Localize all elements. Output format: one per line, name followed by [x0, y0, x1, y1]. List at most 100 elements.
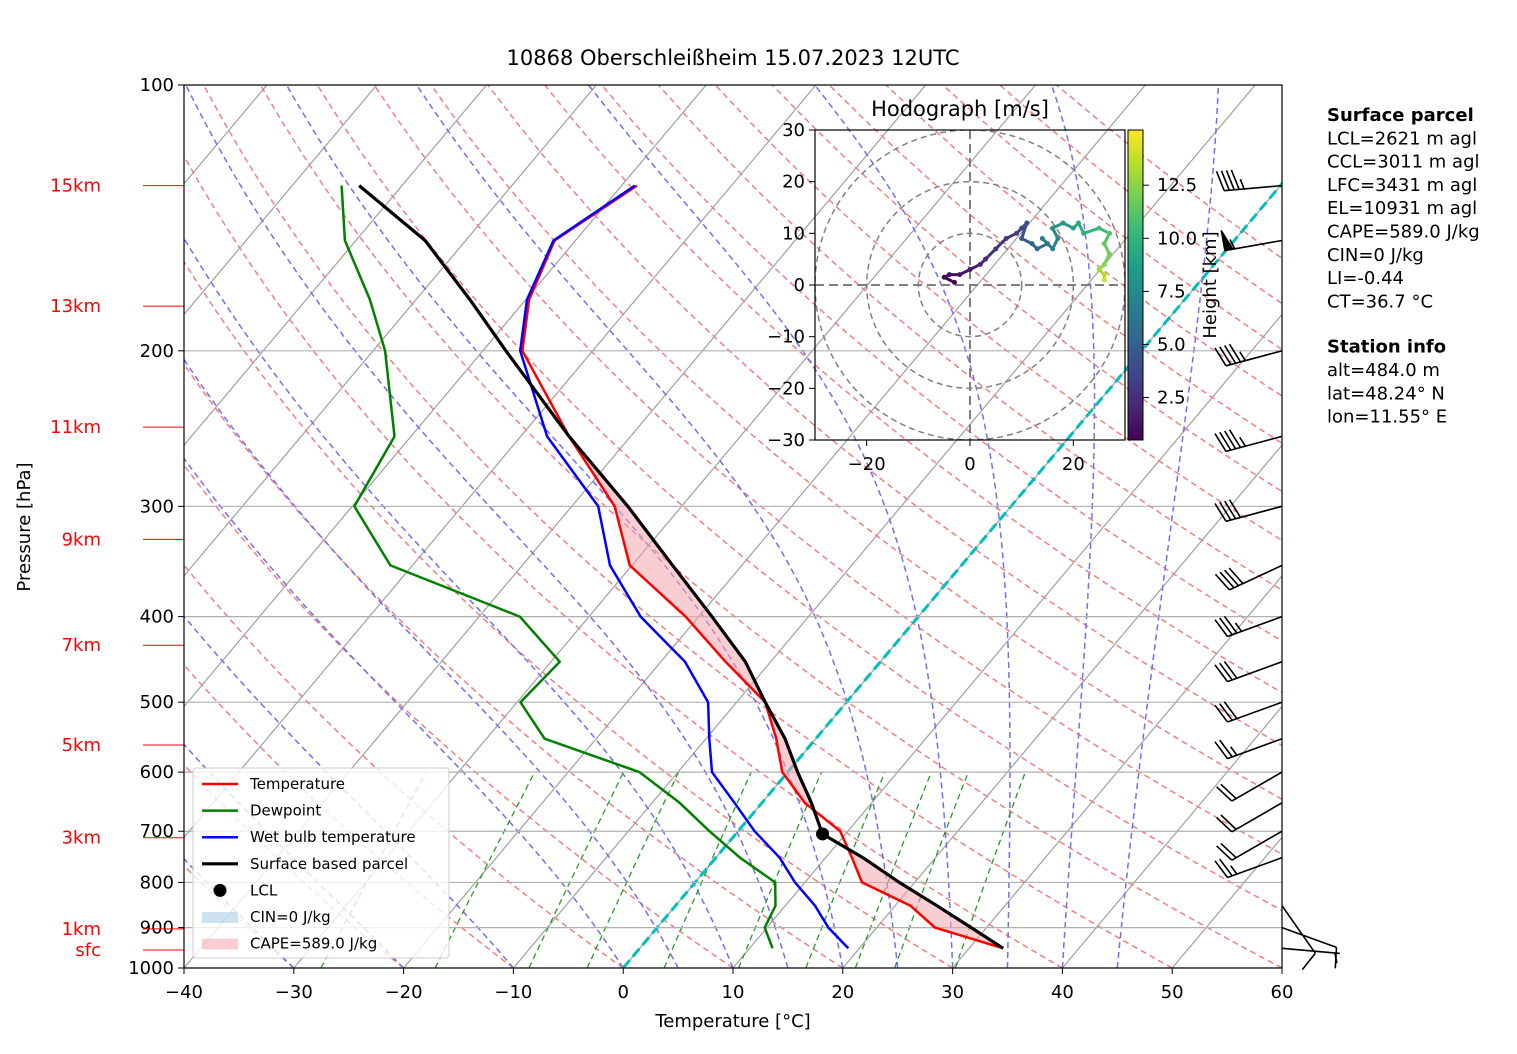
hodograph-point [1070, 225, 1076, 231]
hodograph-segment [1020, 222, 1029, 239]
wind-barb [1281, 947, 1340, 964]
dry-adiabat [184, 563, 624, 968]
hodograph-point [1096, 225, 1102, 231]
legend-label: Dewpoint [250, 802, 321, 820]
hodograph-point [1101, 241, 1107, 247]
wind-barb [1214, 737, 1283, 760]
hodograph-point [967, 267, 973, 272]
hodograph-point [977, 261, 983, 267]
dry-adiabat [202, 85, 1173, 968]
moist-adiabat [184, 236, 734, 968]
dry-adiabat [601, 85, 1282, 642]
x-tick-label: 50 [1161, 982, 1184, 1003]
legend-label: Wet bulb temperature [250, 828, 416, 846]
y-tick-label: 700 [140, 821, 174, 842]
hodograph-point [1081, 230, 1087, 236]
wind-barb [1281, 905, 1316, 971]
height-label: 15km [50, 176, 101, 197]
moist-adiabat [416, 85, 899, 968]
y-tick-label: 1000 [128, 958, 174, 979]
wind-barb [1214, 343, 1283, 367]
info-title: Surface parcel [1327, 105, 1474, 126]
info-line: lon=11.55° E [1327, 407, 1447, 428]
hodograph: Hodograph [m/s] −20 0 20 −30 −20 −10 0 10 20 30 2.5… [767, 97, 1221, 475]
x-axis-label: Temperature [°C] [654, 1011, 810, 1032]
colorbar-tick-label: 7.5 [1157, 281, 1186, 302]
legend-label: Surface based parcel [250, 855, 408, 873]
wind-barb [1214, 856, 1283, 879]
moist-adiabat [1116, 85, 1220, 968]
hodograph-point [1034, 246, 1040, 252]
dry-adiabat [373, 85, 1282, 856]
isotherm [184, 85, 597, 577]
profile-line [518, 184, 850, 950]
y-tick-label: 20 [782, 172, 805, 193]
hodograph-point [983, 256, 988, 262]
moist-adiabat [185, 85, 789, 968]
dry-adiabat [259, 85, 1282, 968]
profile-line [358, 184, 1005, 950]
legend-box [192, 767, 450, 959]
info-line: LCL=2621 m agl [1327, 128, 1477, 149]
legend-label: LCL [250, 881, 278, 899]
dry-adiabat [430, 85, 1282, 801]
dry-adiabat [184, 154, 1063, 968]
legend-label: CAPE=589.0 J/kg [250, 935, 377, 953]
hodograph-point [946, 272, 952, 278]
hodograph-point [1107, 230, 1112, 236]
height-label: 13km [50, 296, 101, 317]
legend-swatch [202, 912, 238, 923]
y-tick-label: −30 [767, 430, 805, 451]
y-tick-label: −20 [767, 378, 805, 399]
isotherm [732, 313, 1282, 968]
info-line: CT=36.7 °C [1327, 291, 1433, 312]
wind-barb [1214, 429, 1283, 453]
hodograph-point [1045, 241, 1050, 247]
wind-barb [1281, 926, 1338, 969]
y-tick-label: 900 [140, 918, 174, 939]
x-tick-label: −20 [848, 454, 886, 475]
wind-barb [1214, 701, 1283, 723]
hodograph-point [1107, 251, 1112, 257]
hodograph-point [1096, 267, 1102, 272]
x-tick-label: 20 [831, 982, 854, 1003]
colorbar-tick-label: 10.0 [1157, 228, 1197, 249]
y-tick-label: 500 [140, 692, 174, 713]
y-tick-label: 400 [140, 607, 174, 628]
y-tick-label: 800 [140, 872, 174, 893]
colorbar-label: Height [km] [1200, 231, 1221, 338]
info-line: EL=10931 m agl [1327, 198, 1477, 219]
dry-adiabat [184, 362, 844, 968]
lcl-point [816, 827, 830, 841]
x-tick-label: 0 [617, 982, 628, 1003]
profile-line [340, 185, 777, 949]
moist-adiabat [184, 615, 514, 968]
moist-adiabat [1050, 85, 1096, 968]
freezing-isotherm [622, 181, 1282, 968]
colorbar [1127, 129, 1144, 441]
legend-label: Temperature [249, 775, 345, 793]
dry-adiabat [487, 85, 1282, 747]
info-line: CAPE=589.0 J/kg [1327, 222, 1480, 243]
y-tick-label: 300 [140, 496, 174, 517]
x-tick-label: 20 [1062, 454, 1085, 475]
isotherm [184, 85, 378, 316]
hodograph-point [1060, 220, 1066, 226]
hodograph-point [1055, 236, 1061, 241]
moist-adiabat [814, 85, 1011, 968]
hodograph-point [1050, 246, 1056, 252]
hodograph-point [993, 246, 999, 252]
plot-frame [183, 84, 1283, 969]
isotherm [184, 85, 487, 447]
y-tick-label: 200 [140, 341, 174, 362]
x-tick-label: −10 [494, 982, 532, 1003]
hodograph-title: Hodograph [m/s] [871, 97, 1049, 121]
hodograph-point [1019, 236, 1025, 241]
mixing-ratio-line [434, 771, 536, 968]
wind-barb [1216, 830, 1283, 861]
x-tick-label: −40 [165, 982, 203, 1003]
hodograph-segment [1083, 226, 1100, 235]
colorbar-tick-label: 2.5 [1157, 388, 1186, 409]
hodograph-point [1050, 225, 1056, 231]
info-line: CCL=3011 m agl [1327, 152, 1480, 173]
